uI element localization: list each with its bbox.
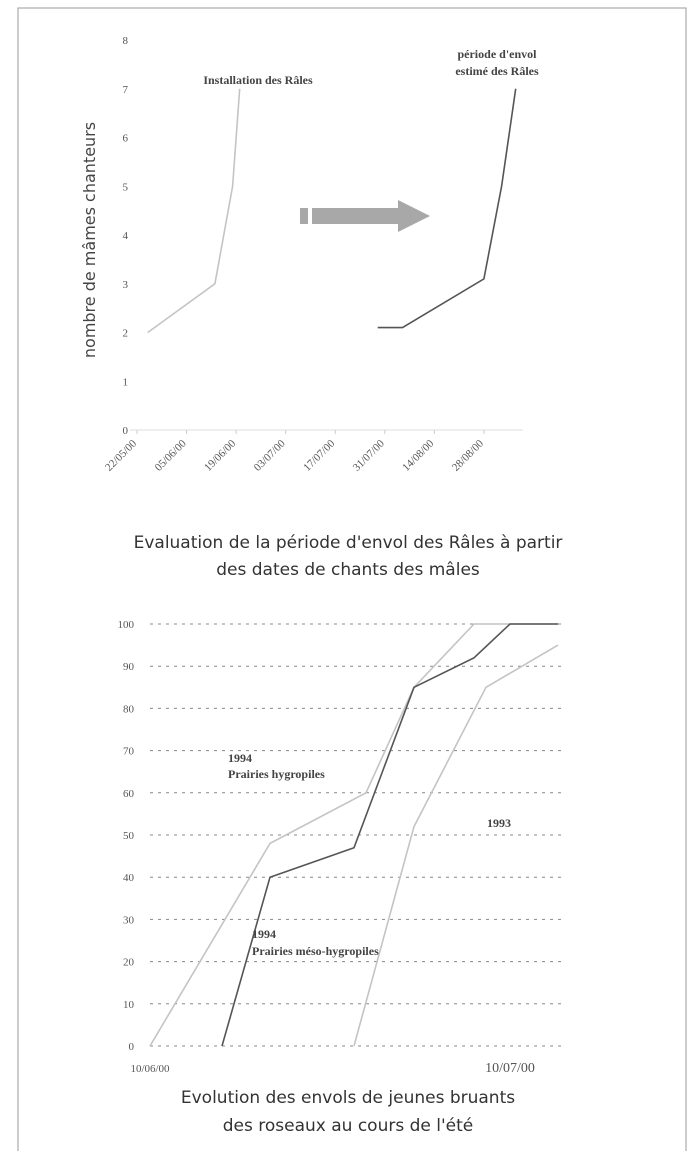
y-tick-label: 90	[123, 661, 135, 673]
annotation: estimé des Râles	[455, 64, 539, 78]
frame	[17, 7, 687, 1151]
y-tick-label: 50	[123, 830, 135, 842]
chart-title: Evaluation de la période d'envol des Râl…	[134, 533, 563, 553]
x-tick-label: 05/06/00	[153, 437, 189, 473]
chart-title: Evolution des envols de jeunes bruants	[181, 1088, 515, 1108]
y-tick-label: 0	[129, 1041, 135, 1053]
series-line	[377, 88, 517, 329]
y-tick-label: 7	[123, 84, 129, 96]
y-axis-label: nombre de mâmes chanteurs	[80, 122, 99, 358]
annotation: Prairies méso-hygropiles	[252, 944, 379, 958]
y-tick-label: 4	[123, 230, 129, 242]
arrow-head	[398, 200, 430, 232]
y-tick-label: 10	[123, 999, 135, 1011]
x-tick-label: 19/06/00	[202, 437, 238, 473]
x-tick-label: 17/07/00	[301, 437, 337, 473]
x-tick-label: 03/07/00	[252, 437, 288, 473]
y-tick-label: 1	[123, 376, 129, 388]
arrow	[300, 200, 430, 232]
annotation: période d'envol	[457, 47, 537, 61]
annotation: Installation des Râles	[203, 73, 313, 87]
y-tick-label: 40	[123, 872, 135, 884]
x-tick-label: 22/05/00	[103, 437, 139, 473]
y-tick-label: 6	[123, 133, 129, 145]
series-line	[221, 623, 558, 1047]
annotation: 1994	[252, 927, 276, 941]
x-tick-label: 14/08/00	[400, 437, 436, 473]
series-line	[353, 644, 559, 1047]
chart-title: des dates de chants des mâles	[216, 560, 480, 580]
annotation: 1993	[487, 816, 511, 830]
y-tick-label: 60	[123, 788, 135, 800]
y-tick-label: 80	[123, 703, 135, 715]
x-tick-label: 28/08/00	[450, 437, 486, 473]
y-tick-label: 100	[118, 619, 135, 631]
annotation: 1994	[228, 751, 252, 765]
y-tick-label: 3	[123, 279, 129, 291]
x-tick-label: 10/07/00	[485, 1061, 535, 1076]
y-tick-label: 30	[123, 914, 135, 926]
x-tick-label: 10/06/00	[130, 1063, 170, 1075]
y-tick-label: 8	[123, 35, 129, 47]
y-tick-label: 20	[123, 957, 135, 969]
chart-title: des roseaux au cours de l'été	[223, 1116, 474, 1136]
y-tick-label: 5	[123, 181, 129, 193]
series-line	[149, 623, 558, 1047]
annotation: Prairies hygropiles	[228, 767, 325, 781]
arrow-shaft	[312, 208, 400, 224]
series-line	[147, 88, 241, 334]
x-tick-label: 31/07/00	[351, 437, 387, 473]
y-tick-label: 70	[123, 746, 135, 758]
y-tick-label: 0	[123, 425, 129, 437]
arrow-tail	[300, 208, 308, 224]
y-tick-label: 2	[123, 328, 129, 340]
